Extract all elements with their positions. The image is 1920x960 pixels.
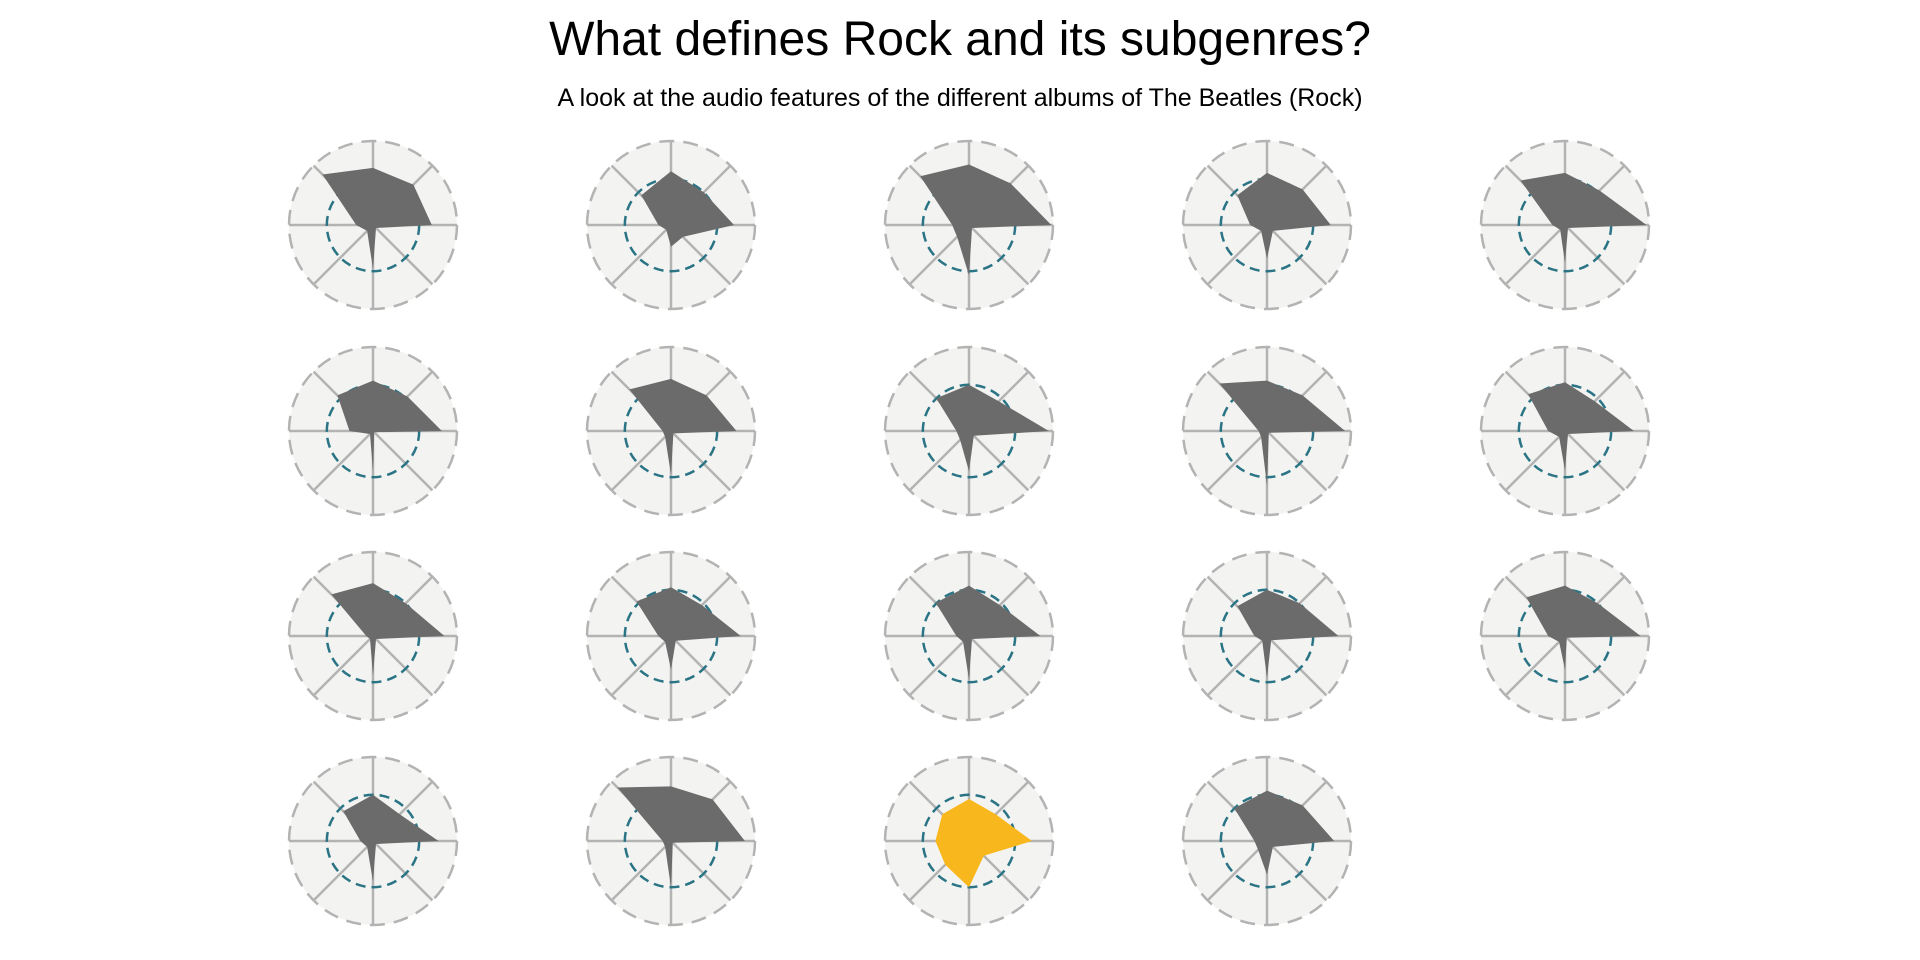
- album-shape: [1528, 382, 1634, 471]
- radar-spoke: [1504, 635, 1566, 697]
- radar-spoke: [610, 635, 672, 697]
- radar-spoke: [1206, 840, 1268, 902]
- radar-spoke: [670, 430, 732, 492]
- album-shape: [641, 171, 734, 247]
- radar-spoke: [1206, 224, 1268, 286]
- radar-spoke: [610, 224, 672, 286]
- radar-spoke: [372, 635, 434, 697]
- radar-spoke: [908, 430, 970, 492]
- album-shape: [935, 585, 1041, 680]
- album-shape: [337, 380, 442, 472]
- radar-11: [287, 550, 459, 722]
- radar-2: [585, 139, 757, 311]
- radar-spoke: [312, 840, 374, 902]
- album-shape: [1526, 585, 1641, 670]
- radar-19: [1181, 755, 1353, 927]
- radar-spoke: [1266, 430, 1328, 492]
- radar-spoke: [1206, 635, 1268, 697]
- radar-15: [1479, 550, 1651, 722]
- album-shape: [920, 164, 1052, 276]
- album-shape: [617, 786, 745, 888]
- album-shape: [322, 167, 432, 269]
- radar-spoke: [1266, 635, 1328, 697]
- radar-spoke: [1564, 430, 1626, 492]
- radar-spoke: [908, 635, 970, 697]
- radar-spoke: [312, 430, 374, 492]
- album-shape: [331, 583, 445, 676]
- radar-spoke: [372, 430, 434, 492]
- album-shape: [1237, 589, 1339, 678]
- radar-6: [287, 345, 459, 517]
- radar-spoke: [312, 224, 374, 286]
- radar-spoke: [610, 840, 672, 902]
- radar-spoke: [372, 840, 434, 902]
- radar-spoke: [1564, 635, 1626, 697]
- radar-4: [1181, 139, 1353, 311]
- radar-spoke: [610, 430, 672, 492]
- radar-spoke: [968, 430, 1030, 492]
- radar-8: [883, 345, 1055, 517]
- album-shape: [1234, 790, 1335, 875]
- radar-3: [883, 139, 1055, 311]
- radar-spoke: [1504, 430, 1566, 492]
- radar-12: [585, 550, 757, 722]
- radar-1: [287, 139, 459, 311]
- album-shape: [1520, 172, 1647, 263]
- album-shape: [936, 384, 1049, 472]
- radar-9: [1181, 345, 1353, 517]
- highlighted-album-shape: [935, 799, 1032, 888]
- radar-spoke: [1504, 224, 1566, 286]
- album-shape: [1219, 380, 1346, 486]
- radar-spoke: [1266, 224, 1328, 286]
- radar-5: [1479, 139, 1651, 311]
- radar-7: [585, 345, 757, 517]
- radar-16: [287, 755, 459, 927]
- radar-spoke: [312, 635, 374, 697]
- radar-spoke: [968, 635, 1030, 697]
- chart-title: What defines Rock and its subgenres?: [549, 13, 1371, 66]
- radar-17: [585, 755, 757, 927]
- album-shape: [629, 378, 737, 475]
- radar-spoke: [372, 224, 434, 286]
- album-shape: [636, 587, 741, 670]
- radar-13: [883, 550, 1055, 722]
- radar-spoke: [1206, 430, 1268, 492]
- chart-subtitle: A look at the audio features of the diff…: [557, 84, 1363, 112]
- radar-spoke: [670, 840, 732, 902]
- album-shape: [1237, 172, 1331, 259]
- album-shape: [343, 794, 439, 882]
- radar-spoke: [1266, 840, 1328, 902]
- radar-spoke: [1564, 224, 1626, 286]
- radar-14: [1181, 550, 1353, 722]
- radar-10: [1479, 345, 1651, 517]
- radar-spoke: [670, 635, 732, 697]
- radar-spoke: [968, 224, 1030, 286]
- radar-18: [883, 755, 1055, 927]
